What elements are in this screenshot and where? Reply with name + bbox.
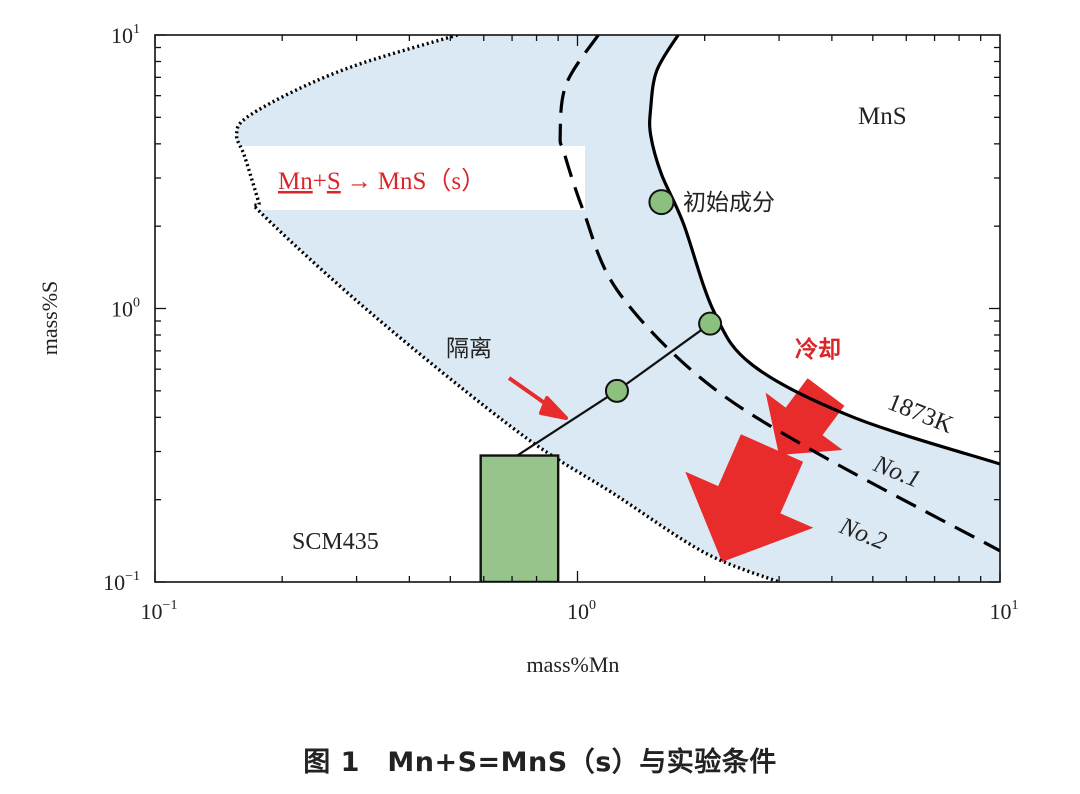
equilibrium-point-1873k bbox=[698, 311, 723, 336]
x-tick-label-1: 100 bbox=[567, 598, 596, 624]
x-axis-label: mass%Mn bbox=[527, 652, 620, 677]
series-line-no2 bbox=[234, 35, 780, 582]
y-axis-label: mass%S bbox=[37, 281, 62, 356]
separation-arrow bbox=[507, 376, 568, 420]
scm435-composition-rect bbox=[479, 454, 560, 582]
plot-content bbox=[234, 35, 1000, 582]
series-line-1873k bbox=[648, 35, 1000, 466]
scm435-label: SCM435 bbox=[292, 529, 379, 555]
initial-composition-marker bbox=[648, 189, 675, 216]
cooling-label: 冷却 bbox=[795, 336, 841, 363]
mns-region-label: MnS bbox=[858, 103, 907, 130]
cooling-arrow-large bbox=[685, 434, 814, 562]
equilibrium-point-no1 bbox=[604, 378, 629, 403]
reaction-label: Mn+S → MnS（s） bbox=[278, 167, 486, 195]
initial-composition-label: 初始成分 bbox=[683, 190, 775, 216]
separation-label: 隔离 bbox=[446, 336, 492, 362]
y-tick-label-1: 100 bbox=[111, 296, 140, 322]
y-tick-label-2: 101 bbox=[111, 22, 140, 48]
reaction-label-box bbox=[240, 146, 585, 210]
x-tick-label-2: 101 bbox=[990, 598, 1019, 624]
y-tick-label-0: 10−1 bbox=[103, 569, 140, 595]
x-tick-label-0: 10−1 bbox=[141, 598, 178, 624]
figure-caption: 图 1 Mn+S=MnS（s）与实验条件 bbox=[303, 747, 777, 778]
series-line-no1 bbox=[558, 35, 1000, 553]
axis-ticks bbox=[154, 34, 1001, 583]
phase-diagram-chart: 10−1 100 101 10−1 100 101 mass%Mn mass%S… bbox=[37, 22, 1019, 677]
